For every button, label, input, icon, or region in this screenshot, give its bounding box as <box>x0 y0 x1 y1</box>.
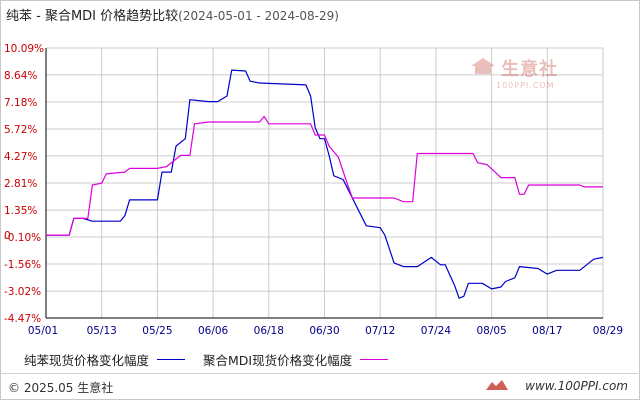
x-tick-label: 06/18 <box>254 325 284 337</box>
x-tick-label: 06/06 <box>198 325 229 337</box>
y-tick-label: 1.35% <box>4 205 37 217</box>
y-tick-label: 2.81% <box>4 178 37 190</box>
x-tick-label: 08/05 <box>476 325 506 337</box>
y-tick-label: -4.47% <box>4 313 41 325</box>
y-tick-label: 10.09% <box>4 43 44 55</box>
chart-date-range: (2024-05-01 - 2024-08-29) <box>178 9 339 23</box>
watermark-en: 100PPI.COM <box>496 81 555 90</box>
x-tick-label: 06/30 <box>309 325 339 337</box>
x-tick-label: 05/01 <box>28 325 58 337</box>
legend-swatch-series1 <box>157 359 186 360</box>
footer: © 2025.05 生意社 www.100PPI.com <box>0 373 638 399</box>
x-tick-label: 05/13 <box>87 325 117 337</box>
watermark-logo-icon <box>471 58 495 74</box>
series-line-2 <box>46 115 603 236</box>
y-tick-label: -1.56% <box>4 259 41 271</box>
y-tick-label: 4.27% <box>4 151 37 163</box>
legend-item-series2: 聚合MDI现货价格变化幅度 <box>203 350 389 369</box>
watermark-cn: 生意社 <box>501 59 559 80</box>
legend-item-series1: 纯苯现货价格变化幅度 <box>24 350 186 369</box>
legend-swatch-series2 <box>360 359 389 360</box>
y-tick-label: 5.72% <box>4 124 37 136</box>
x-tick-label: 05/25 <box>142 325 172 337</box>
site-link[interactable]: www.100PPI.com <box>525 379 628 393</box>
y-tick-label: -3.02% <box>4 286 41 298</box>
chart-legend: 纯苯现货价格变化幅度 聚合MDI现货价格变化幅度 <box>24 350 402 369</box>
x-tick-label: 07/12 <box>365 325 395 337</box>
legend-label-series2: 聚合MDI现货价格变化幅度 <box>203 353 353 368</box>
chart-title-text: 纯苯 - 聚合MDI 价格趋势比较 <box>6 9 179 24</box>
legend-label-series1: 纯苯现货价格变化幅度 <box>24 353 150 368</box>
zero-label: 0 <box>4 230 11 242</box>
y-tick-label: -0.10% <box>4 232 41 244</box>
chart-title: 纯苯 - 聚合MDI 价格趋势比较(2024-05-01 - 2024-08-2… <box>6 5 339 24</box>
y-tick-label: 7.18% <box>4 97 37 109</box>
y-tick-label: 8.64% <box>4 70 37 82</box>
watermark: 生意社 100PPI.COM <box>470 55 558 90</box>
x-tick-label: 08/17 <box>532 325 562 337</box>
brand-logo-icon <box>486 380 508 390</box>
copyright-text: © 2025.05 生意社 <box>8 381 114 395</box>
x-tick-label: 07/24 <box>421 325 452 337</box>
x-tick-label: 08/29 <box>593 325 623 337</box>
series-line-1 <box>46 69 604 299</box>
